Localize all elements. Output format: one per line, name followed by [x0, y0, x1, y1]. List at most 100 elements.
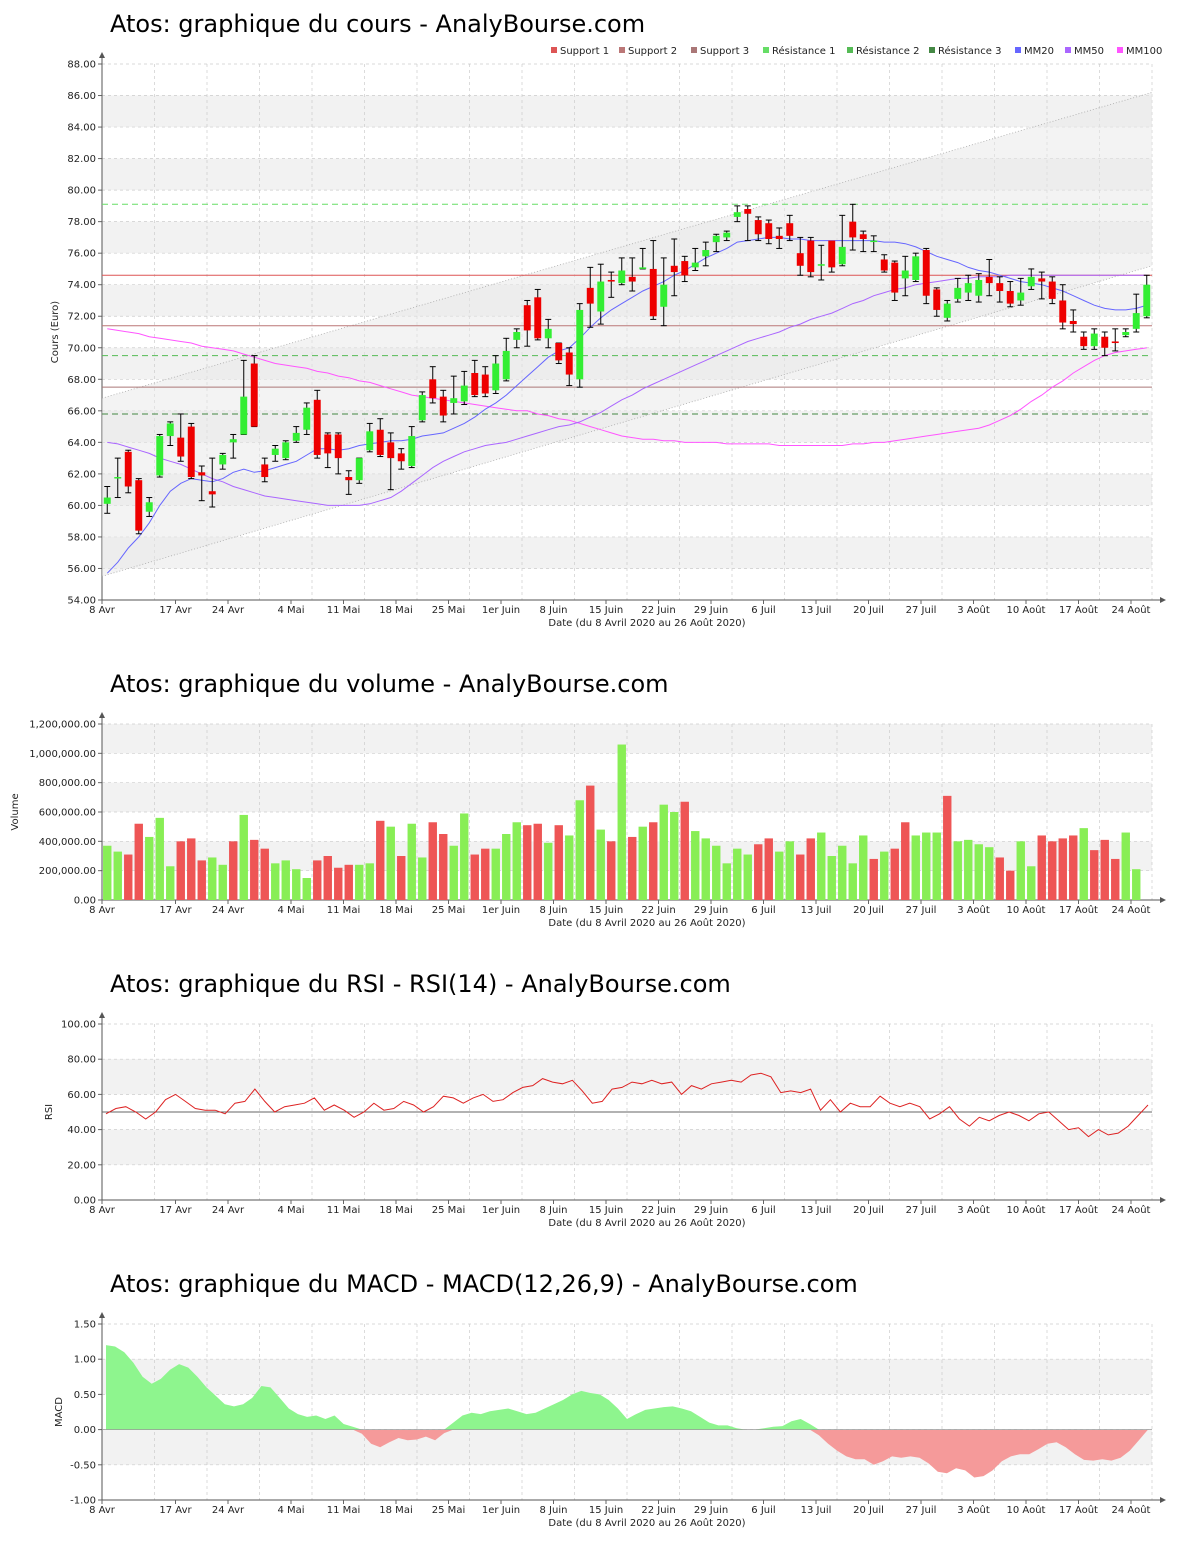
volume-bar: [607, 841, 616, 900]
candle-body: [145, 502, 153, 512]
candle-body: [670, 265, 678, 273]
rsi-xtick-label: 22 Juin: [641, 1205, 675, 1216]
macd-panel: Atos: graphique du MACD - MACD(12,26,9) …: [0, 1260, 1200, 1550]
macd-ytick-label: -0.50: [70, 1460, 96, 1471]
volume-bar: [166, 866, 175, 900]
volume-bar: [302, 878, 311, 900]
volume-bar: [502, 834, 511, 900]
price-xtick-label: 11 Mai: [327, 605, 360, 616]
candle-body: [397, 453, 405, 462]
volume-bar: [197, 860, 206, 900]
volume-bar: [1037, 835, 1046, 900]
volume-bar: [355, 864, 364, 900]
price-xtick-label: 6 Juil: [751, 605, 775, 616]
rsi-xtick-label: 18 Mai: [379, 1205, 412, 1216]
rsi-xtick-label: 29 Juin: [694, 1205, 728, 1216]
macd-xtick-label: 1er Juin: [482, 1505, 520, 1516]
candle-body: [744, 209, 752, 214]
mm100-line: [107, 328, 1147, 446]
volume-bar: [1111, 858, 1120, 900]
volume-bar: [1048, 841, 1057, 900]
volume-bar: [218, 864, 227, 900]
candle-body: [723, 232, 731, 238]
candle-body: [387, 442, 395, 459]
macd-xtick-label: 11 Mai: [327, 1505, 360, 1516]
volume-bar: [1016, 841, 1025, 900]
rsi-ytick-label: 20.00: [67, 1160, 96, 1171]
volume-bar: [239, 814, 248, 900]
macd-positive-area: [106, 1345, 1148, 1430]
volume-bar: [754, 844, 763, 900]
rsi-band: [102, 1059, 1152, 1095]
price-xtick-label: 22 Juin: [641, 605, 675, 616]
candle-body: [702, 250, 710, 257]
candle-body: [1059, 300, 1067, 323]
candle-body: [1122, 332, 1130, 336]
candle-body: [198, 472, 206, 476]
legend-swatch: [1015, 47, 1021, 53]
volume-chart: 0.00 200,000.00 400,000.00 600,000.00 800,00…: [10, 712, 1166, 929]
volume-bar: [670, 812, 679, 900]
price-ytick-label: 80.00: [67, 186, 96, 197]
legend-item: MM50: [1074, 46, 1104, 57]
volume-bar: [281, 860, 290, 900]
candle-body: [450, 398, 458, 403]
macd-xtick-label: 20 Juil: [853, 1505, 884, 1516]
price-x-axis-arrow: [1160, 597, 1166, 603]
price-ytick-label: 84.00: [67, 123, 96, 134]
volume-bar: [418, 857, 427, 900]
volume-bar: [1121, 832, 1130, 900]
volume-bar: [187, 838, 196, 900]
volume-chart-title: Atos: graphique du volume - AnalyBourse.…: [110, 670, 669, 698]
rsi-xtick-label: 1er Juin: [482, 1205, 520, 1216]
rsi-xtick-label: 3 Août: [957, 1204, 990, 1216]
volume-bar: [386, 826, 395, 900]
volume-xtick-label: 22 Juin: [641, 905, 675, 916]
candle-body: [240, 396, 248, 435]
volume-bar: [638, 826, 647, 900]
rsi-xtick-label: 24 Avr: [212, 1205, 245, 1216]
candle-body: [597, 281, 605, 312]
candle-body: [1132, 313, 1140, 329]
macd-xtick-label: 13 Juil: [801, 1505, 832, 1516]
macd-x-axis-label: Date (du 8 Avril 2020 au 26 Août 2020): [548, 1517, 745, 1529]
macd-x-axis-arrow: [1160, 1497, 1166, 1503]
price-chart-title: Atos: graphique du cours - AnalyBourse.c…: [110, 10, 646, 38]
candle-body: [1038, 278, 1046, 282]
volume-ytick-label: 600,000.00: [39, 808, 96, 819]
candle-body: [775, 235, 783, 239]
price-y-axis-arrow: [99, 52, 105, 58]
volume-xtick-label: 20 Juil: [853, 905, 884, 916]
candle-body: [922, 250, 930, 296]
candle-body: [303, 407, 311, 430]
volume-bar: [712, 845, 721, 900]
rsi-x-axis-arrow: [1160, 1197, 1166, 1203]
volume-xtick-label: 24 Avr: [212, 905, 245, 916]
rsi-xtick-label: 15 Juin: [589, 1205, 623, 1216]
candle-body: [334, 434, 342, 459]
volume-ytick-label: 400,000.00: [39, 837, 96, 848]
candle-body: [1143, 284, 1151, 317]
volume-bar: [208, 857, 217, 900]
volume-bar: [428, 822, 437, 900]
price-ytick-label: 54.00: [67, 596, 96, 607]
macd-chart-title: Atos: graphique du MACD - MACD(12,26,9) …: [110, 1270, 858, 1298]
rsi-chart: 0.00 20.00 40.00 60.00 80.00 100.00 8 Avr 17 Av…: [44, 1012, 1166, 1229]
rsi-xtick-label: 4 Mai: [277, 1205, 304, 1216]
price-ytick-label: 76.00: [67, 249, 96, 260]
macd-xtick-label: 8 Avr: [89, 1505, 116, 1516]
price-ytick-label: 78.00: [67, 217, 96, 228]
macd-xtick-label: 6 Juil: [751, 1505, 775, 1516]
macd-xtick-label: 8 Juin: [540, 1505, 568, 1516]
volume-bar: [1090, 850, 1099, 900]
macd-ytick-label: 0.50: [74, 1390, 96, 1401]
macd-y-axis-label: MACD: [54, 1397, 65, 1427]
candle-body: [229, 439, 237, 443]
volume-bar: [523, 825, 532, 900]
volume-bar: [1006, 870, 1015, 900]
rsi-xtick-label: 27 Juil: [906, 1205, 937, 1216]
candle-body: [807, 240, 815, 273]
volume-x-axis-arrow: [1160, 897, 1166, 903]
candle-body: [849, 221, 857, 238]
legend-item: MM20: [1024, 46, 1054, 57]
